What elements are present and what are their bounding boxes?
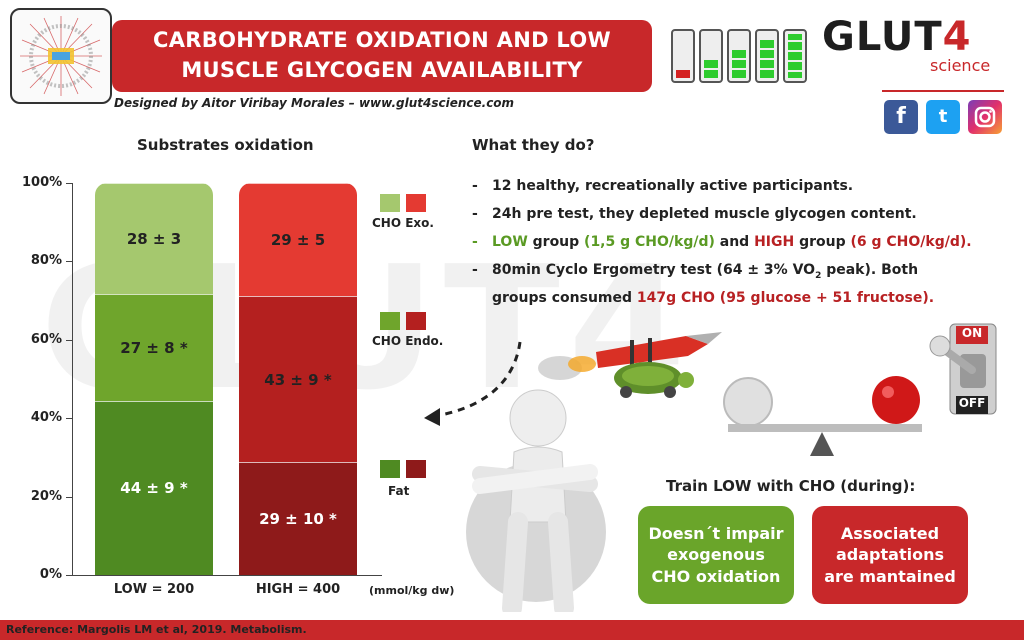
switch-on-label: ON xyxy=(961,326,983,340)
bullet-3: - LOW group (1,5 g CHO/kg/d) and HIGH gro… xyxy=(472,234,972,250)
unit-label: (mmol/kg dw) xyxy=(369,584,455,597)
brand-logo-image xyxy=(10,8,112,104)
bar-segment-fat: 44 ± 9 * xyxy=(95,400,213,575)
bar-high: 29 ± 10 * 43 ± 9 * 29 ± 5 xyxy=(239,183,357,575)
title-line-1: CARBOHYDRATE OXIDATION AND LOW xyxy=(153,28,611,52)
legend-label-exo: CHO Exo. xyxy=(372,216,434,230)
x-axis xyxy=(72,575,382,576)
legend-swatch-exo xyxy=(380,194,426,212)
person-figure-image xyxy=(460,382,610,618)
x-category-high: HIGH = 400 xyxy=(255,582,341,597)
bar-segment-cho-endo: 43 ± 9 * xyxy=(239,295,357,463)
chart-title: Substrates oxidation xyxy=(137,136,314,154)
y-tick-label: 0% xyxy=(39,567,62,582)
bullet-2: -24h pre test, they depleted muscle glyc… xyxy=(472,206,917,222)
y-tick-mark xyxy=(66,418,72,420)
bar-segment-fat: 29 ± 10 * xyxy=(239,462,357,575)
legend-label-endo: CHO Endo. xyxy=(372,334,444,348)
data-label: 29 ± 5 xyxy=(270,230,326,249)
facebook-icon[interactable]: f xyxy=(884,100,918,134)
y-tick-label: 60% xyxy=(30,331,62,347)
y-tick-label: 80% xyxy=(30,253,62,269)
data-label: 28 ± 3 xyxy=(126,229,182,248)
y-tick-mark xyxy=(66,575,72,576)
bullet-4: -80min Cyclo Ergometry test (64 ± 3% VO2… xyxy=(472,262,919,281)
data-label: 27 ± 8 * xyxy=(120,338,188,357)
y-tick-mark xyxy=(66,496,72,498)
legend-swatch-endo xyxy=(380,312,426,330)
train-heading: Train LOW with CHO (during): xyxy=(666,477,916,495)
legend-swatch-fat xyxy=(380,460,426,478)
reference-text: Reference: Margolis LM et al, 2019. Meta… xyxy=(6,623,307,636)
y-axis xyxy=(72,183,73,575)
radial-word-logo-icon xyxy=(20,16,102,96)
data-label: 44 ± 9 * xyxy=(120,479,188,498)
instagram-icon[interactable] xyxy=(968,100,1002,134)
brand-name: GLUT4 xyxy=(822,14,972,60)
y-tick-mark xyxy=(66,261,72,263)
x-category-low: LOW = 200 xyxy=(113,582,195,597)
what-heading: What they do? xyxy=(472,136,595,154)
bullet-1: -12 healthy, recreationally active parti… xyxy=(472,178,854,194)
brand-subtitle: science xyxy=(930,56,991,75)
title-line-2: MUSCLE GLYCOGEN AVAILABILITY xyxy=(181,58,583,82)
bullet-4-cont: groups consumed 147g CHO (95 glucose + 5… xyxy=(492,290,935,306)
y-tick-label: 40% xyxy=(30,410,62,426)
bar-segment-cho-endo: 27 ± 8 * xyxy=(95,293,213,401)
on-off-switch-image xyxy=(926,318,998,422)
rocket-turtle-image xyxy=(536,322,726,404)
switch-off-label: OFF xyxy=(958,396,986,410)
y-tick-mark xyxy=(66,183,72,184)
designed-by-credit: Designed by Aitor Viribay Morales – www.… xyxy=(114,96,515,110)
footer-bar xyxy=(0,620,1024,640)
seesaw-balls-image xyxy=(716,372,926,466)
battery-levels-image xyxy=(668,24,808,90)
bar-low: 44 ± 9 * 27 ± 8 * 28 ± 3 xyxy=(95,183,213,575)
bar-segment-cho-exo: 29 ± 5 xyxy=(239,183,357,296)
divider xyxy=(882,90,1004,92)
data-label: 29 ± 10 * xyxy=(259,510,337,529)
box-red-conclusion: Associated adaptations are mantained xyxy=(812,506,968,604)
y-tick-label: 100% xyxy=(22,175,63,190)
y-tick-label: 20% xyxy=(30,488,62,504)
twitter-icon[interactable]: t xyxy=(926,100,960,134)
box-green-conclusion: Doesn´t impair exogenous CHO oxidation xyxy=(638,506,794,604)
y-tick-mark xyxy=(66,339,72,341)
legend-label-fat: Fat xyxy=(388,484,410,498)
data-label: 43 ± 9 * xyxy=(264,370,332,389)
dashed-arrow-icon xyxy=(420,338,530,432)
bar-segment-cho-exo: 28 ± 3 xyxy=(95,183,213,294)
title-banner xyxy=(112,20,652,92)
